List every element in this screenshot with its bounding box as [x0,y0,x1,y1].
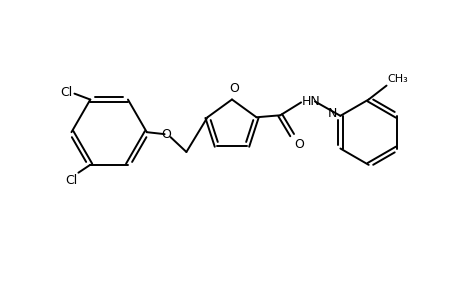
Text: HN: HN [302,95,320,108]
Text: Cl: Cl [60,86,73,99]
Text: CH₃: CH₃ [386,74,408,84]
Text: Cl: Cl [65,174,77,187]
Text: O: O [161,128,171,141]
Text: O: O [293,138,303,151]
Text: O: O [229,82,238,94]
Text: N: N [327,107,337,120]
